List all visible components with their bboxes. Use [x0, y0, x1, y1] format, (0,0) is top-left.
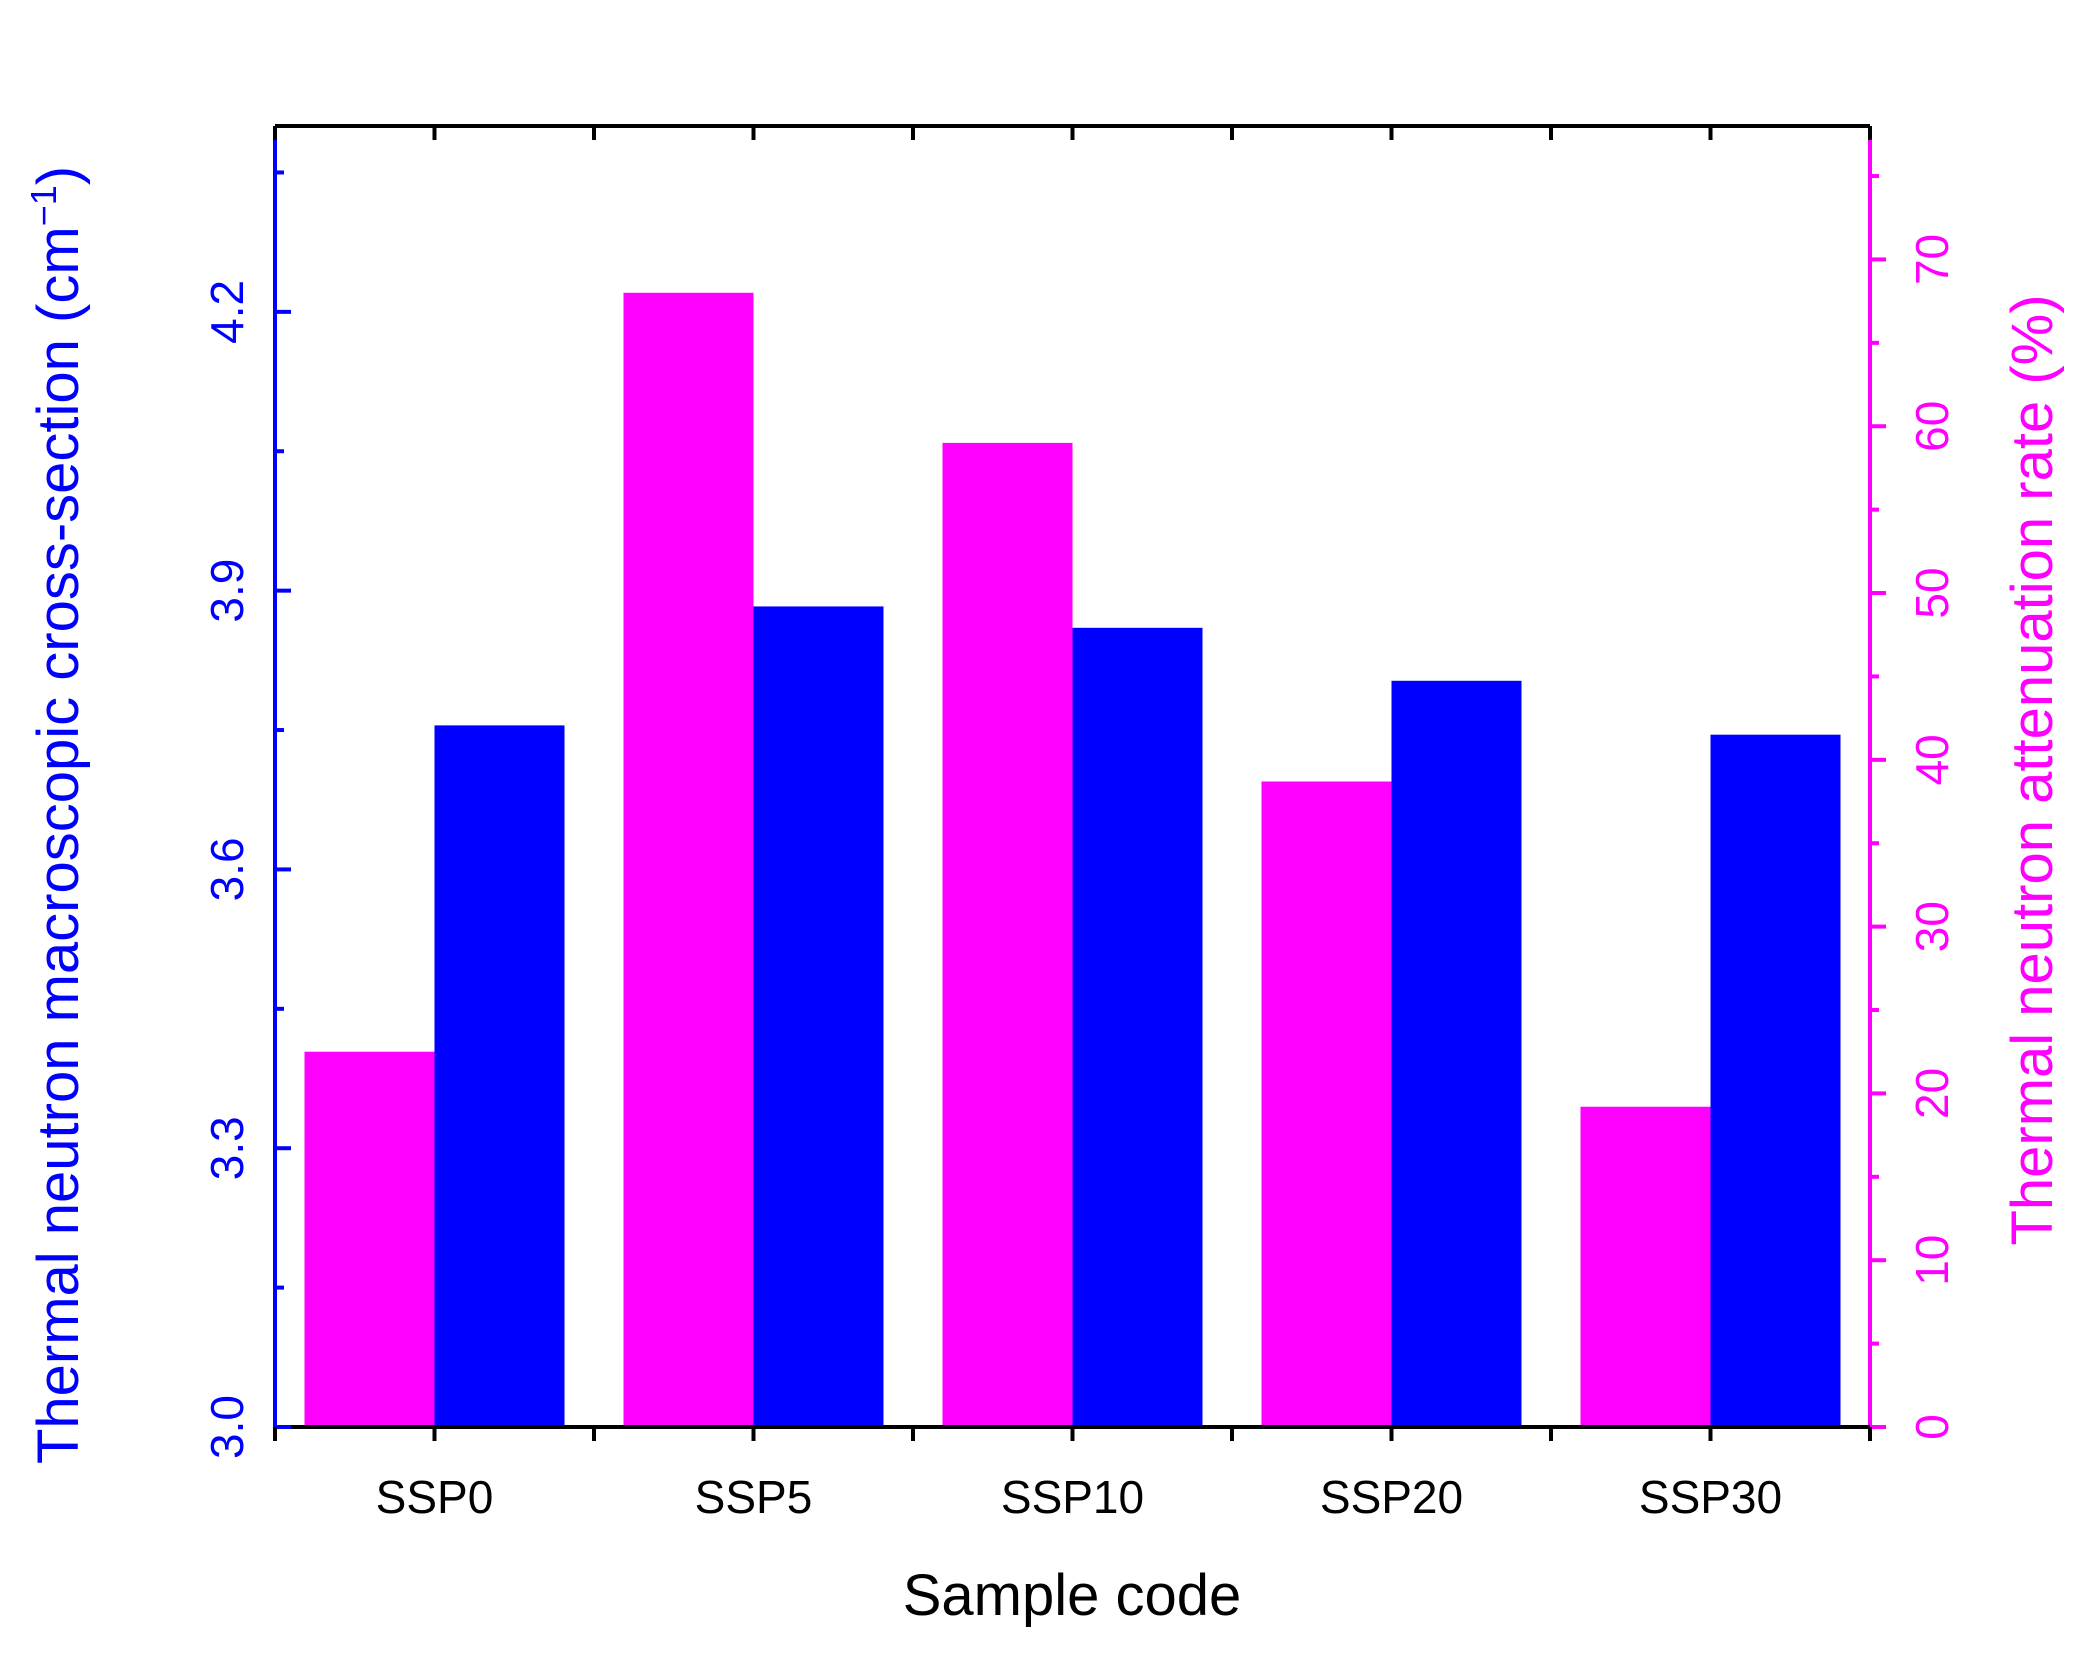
category-label-ssp10: SSP10: [1001, 1471, 1144, 1523]
tick-labels: 3.0 3.3 3.6 3.9 4.2 0 10 20 30 40 50 60 70 SSP0 SSP5 SS…: [201, 234, 1958, 1523]
right-tick-label: 40: [1906, 734, 1958, 785]
left-axis-title-main: Thermal neutron macroscopic cross-sectio…: [26, 226, 91, 1464]
left-axis-title: Thermal neutron macroscopic cross-sectio…: [23, 166, 91, 1464]
attenuation-bar-ssp0: [304, 1051, 435, 1427]
cross-section-bar-ssp20: [1391, 680, 1522, 1427]
cross-section-bar-ssp30: [1710, 734, 1841, 1427]
attenuation-bar-ssp10: [942, 442, 1073, 1427]
category-label-ssp0: SSP0: [376, 1471, 494, 1523]
left-axis-title-end: ): [26, 166, 91, 185]
right-tick-label: 70: [1906, 234, 1958, 285]
category-label-ssp5: SSP5: [695, 1471, 813, 1523]
x-axis-title: Sample code: [903, 1563, 1242, 1628]
cross-section-bar-ssp0: [434, 725, 565, 1427]
right-tick-label: 50: [1906, 567, 1958, 618]
attenuation-bars: [304, 292, 1711, 1427]
right-tick-label: 30: [1906, 901, 1958, 952]
left-tick-label: 3.9: [201, 559, 253, 623]
left-tick-label: 3.6: [201, 837, 253, 901]
cross-section-bars: [434, 606, 1841, 1427]
category-label-ssp20: SSP20: [1320, 1471, 1463, 1523]
right-axis-title: Thermal neutron attenuation rate (%): [2000, 294, 2065, 1245]
left-tick-label: 3.0: [201, 1395, 253, 1459]
left-tick-label: 4.2: [201, 280, 253, 344]
attenuation-bar-ssp30: [1580, 1106, 1711, 1427]
left-tick-label: 3.3: [201, 1116, 253, 1180]
attenuation-bar-ssp20: [1261, 781, 1392, 1427]
ticks: [273, 126, 1886, 1441]
cross-section-bar-ssp5: [753, 606, 884, 1427]
attenuation-bar-ssp5: [623, 292, 754, 1427]
cross-section-bar-ssp10: [1072, 627, 1203, 1427]
category-label-ssp30: SSP30: [1639, 1471, 1782, 1523]
right-tick-label: 60: [1906, 401, 1958, 452]
left-axis-title-sup: −1: [23, 185, 64, 226]
right-tick-label: 10: [1906, 1235, 1958, 1286]
right-tick-label: 20: [1906, 1068, 1958, 1119]
right-tick-label: 0: [1906, 1414, 1958, 1440]
